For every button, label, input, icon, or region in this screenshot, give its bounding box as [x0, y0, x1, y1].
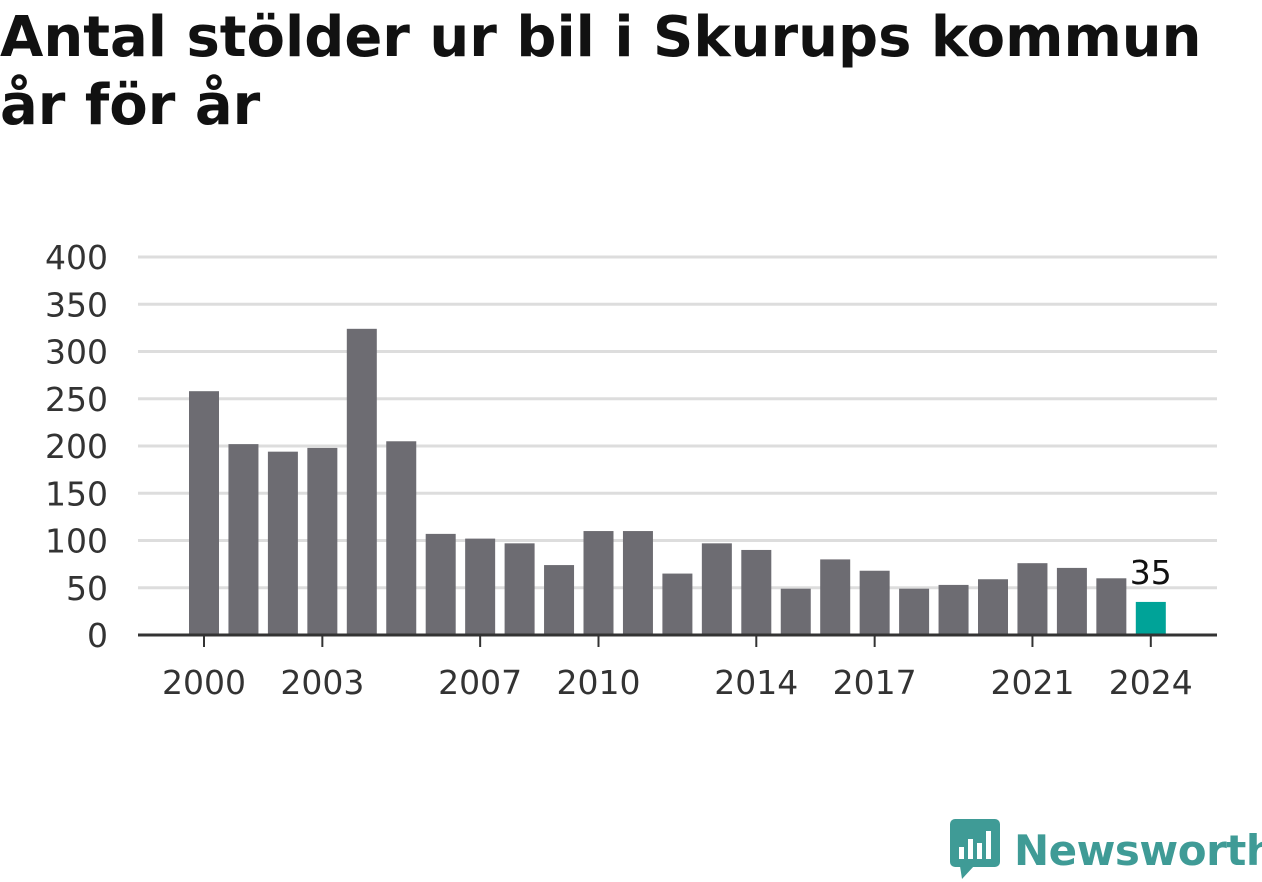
bar-2024: [1135, 601, 1166, 635]
y-tick-label-0: 0: [87, 616, 108, 655]
bar-2012: [662, 573, 693, 635]
x-tick-label-2000: 2000: [162, 663, 246, 702]
bar-2010: [583, 531, 614, 635]
bar-2015: [780, 588, 811, 635]
x-tick-label-2007: 2007: [438, 663, 522, 702]
y-tick-label-50: 50: [66, 569, 108, 608]
x-tick-label-2010: 2010: [557, 663, 641, 702]
bar-2019: [938, 584, 969, 635]
x-tick-label-2003: 2003: [280, 663, 364, 702]
bar-2003: [307, 447, 338, 635]
bar-2005: [386, 441, 417, 635]
newsworthy-logo-icon: [950, 819, 1000, 879]
x-tick-label-2014: 2014: [714, 663, 798, 702]
bar-2007: [465, 538, 496, 635]
bar-2020: [978, 579, 1008, 635]
chart-title: Antal stölder ur bil i Skurups kommun år…: [0, 5, 1202, 138]
bar-2018: [899, 588, 930, 635]
x-tick-label-2021: 2021: [990, 663, 1074, 702]
bar-2006: [425, 533, 456, 635]
bar-2023: [1096, 578, 1127, 635]
bar-2000: [189, 391, 219, 635]
newsworthy-logo: Newsworthy: [950, 818, 1262, 882]
y-tick-label-150: 150: [45, 474, 108, 513]
y-tick-label-250: 250: [45, 380, 108, 419]
bar-2001: [228, 444, 259, 635]
y-tick-label-400: 400: [45, 238, 108, 277]
bar-2002: [267, 451, 298, 635]
x-tick-label-2024: 2024: [1109, 663, 1193, 702]
y-tick-label-100: 100: [45, 522, 108, 561]
bar-2021: [1017, 563, 1048, 635]
logo-text: Newsworthy: [1014, 825, 1262, 875]
y-tick-label-200: 200: [45, 427, 108, 466]
bar-2008: [504, 543, 535, 635]
bar-2014: [741, 549, 772, 635]
bar-2022: [1056, 567, 1087, 635]
bar-2009: [544, 565, 575, 635]
bar-2013: [701, 543, 732, 635]
y-tick-label-300: 300: [45, 333, 108, 372]
bar-2016: [820, 559, 851, 635]
bar-2011: [622, 531, 653, 635]
data-label-2024: 35: [1130, 553, 1172, 592]
y-tick-label-350: 350: [45, 285, 108, 324]
bar-2004: [346, 328, 377, 635]
x-tick-label-2017: 2017: [833, 663, 917, 702]
bar-2017: [859, 570, 890, 635]
